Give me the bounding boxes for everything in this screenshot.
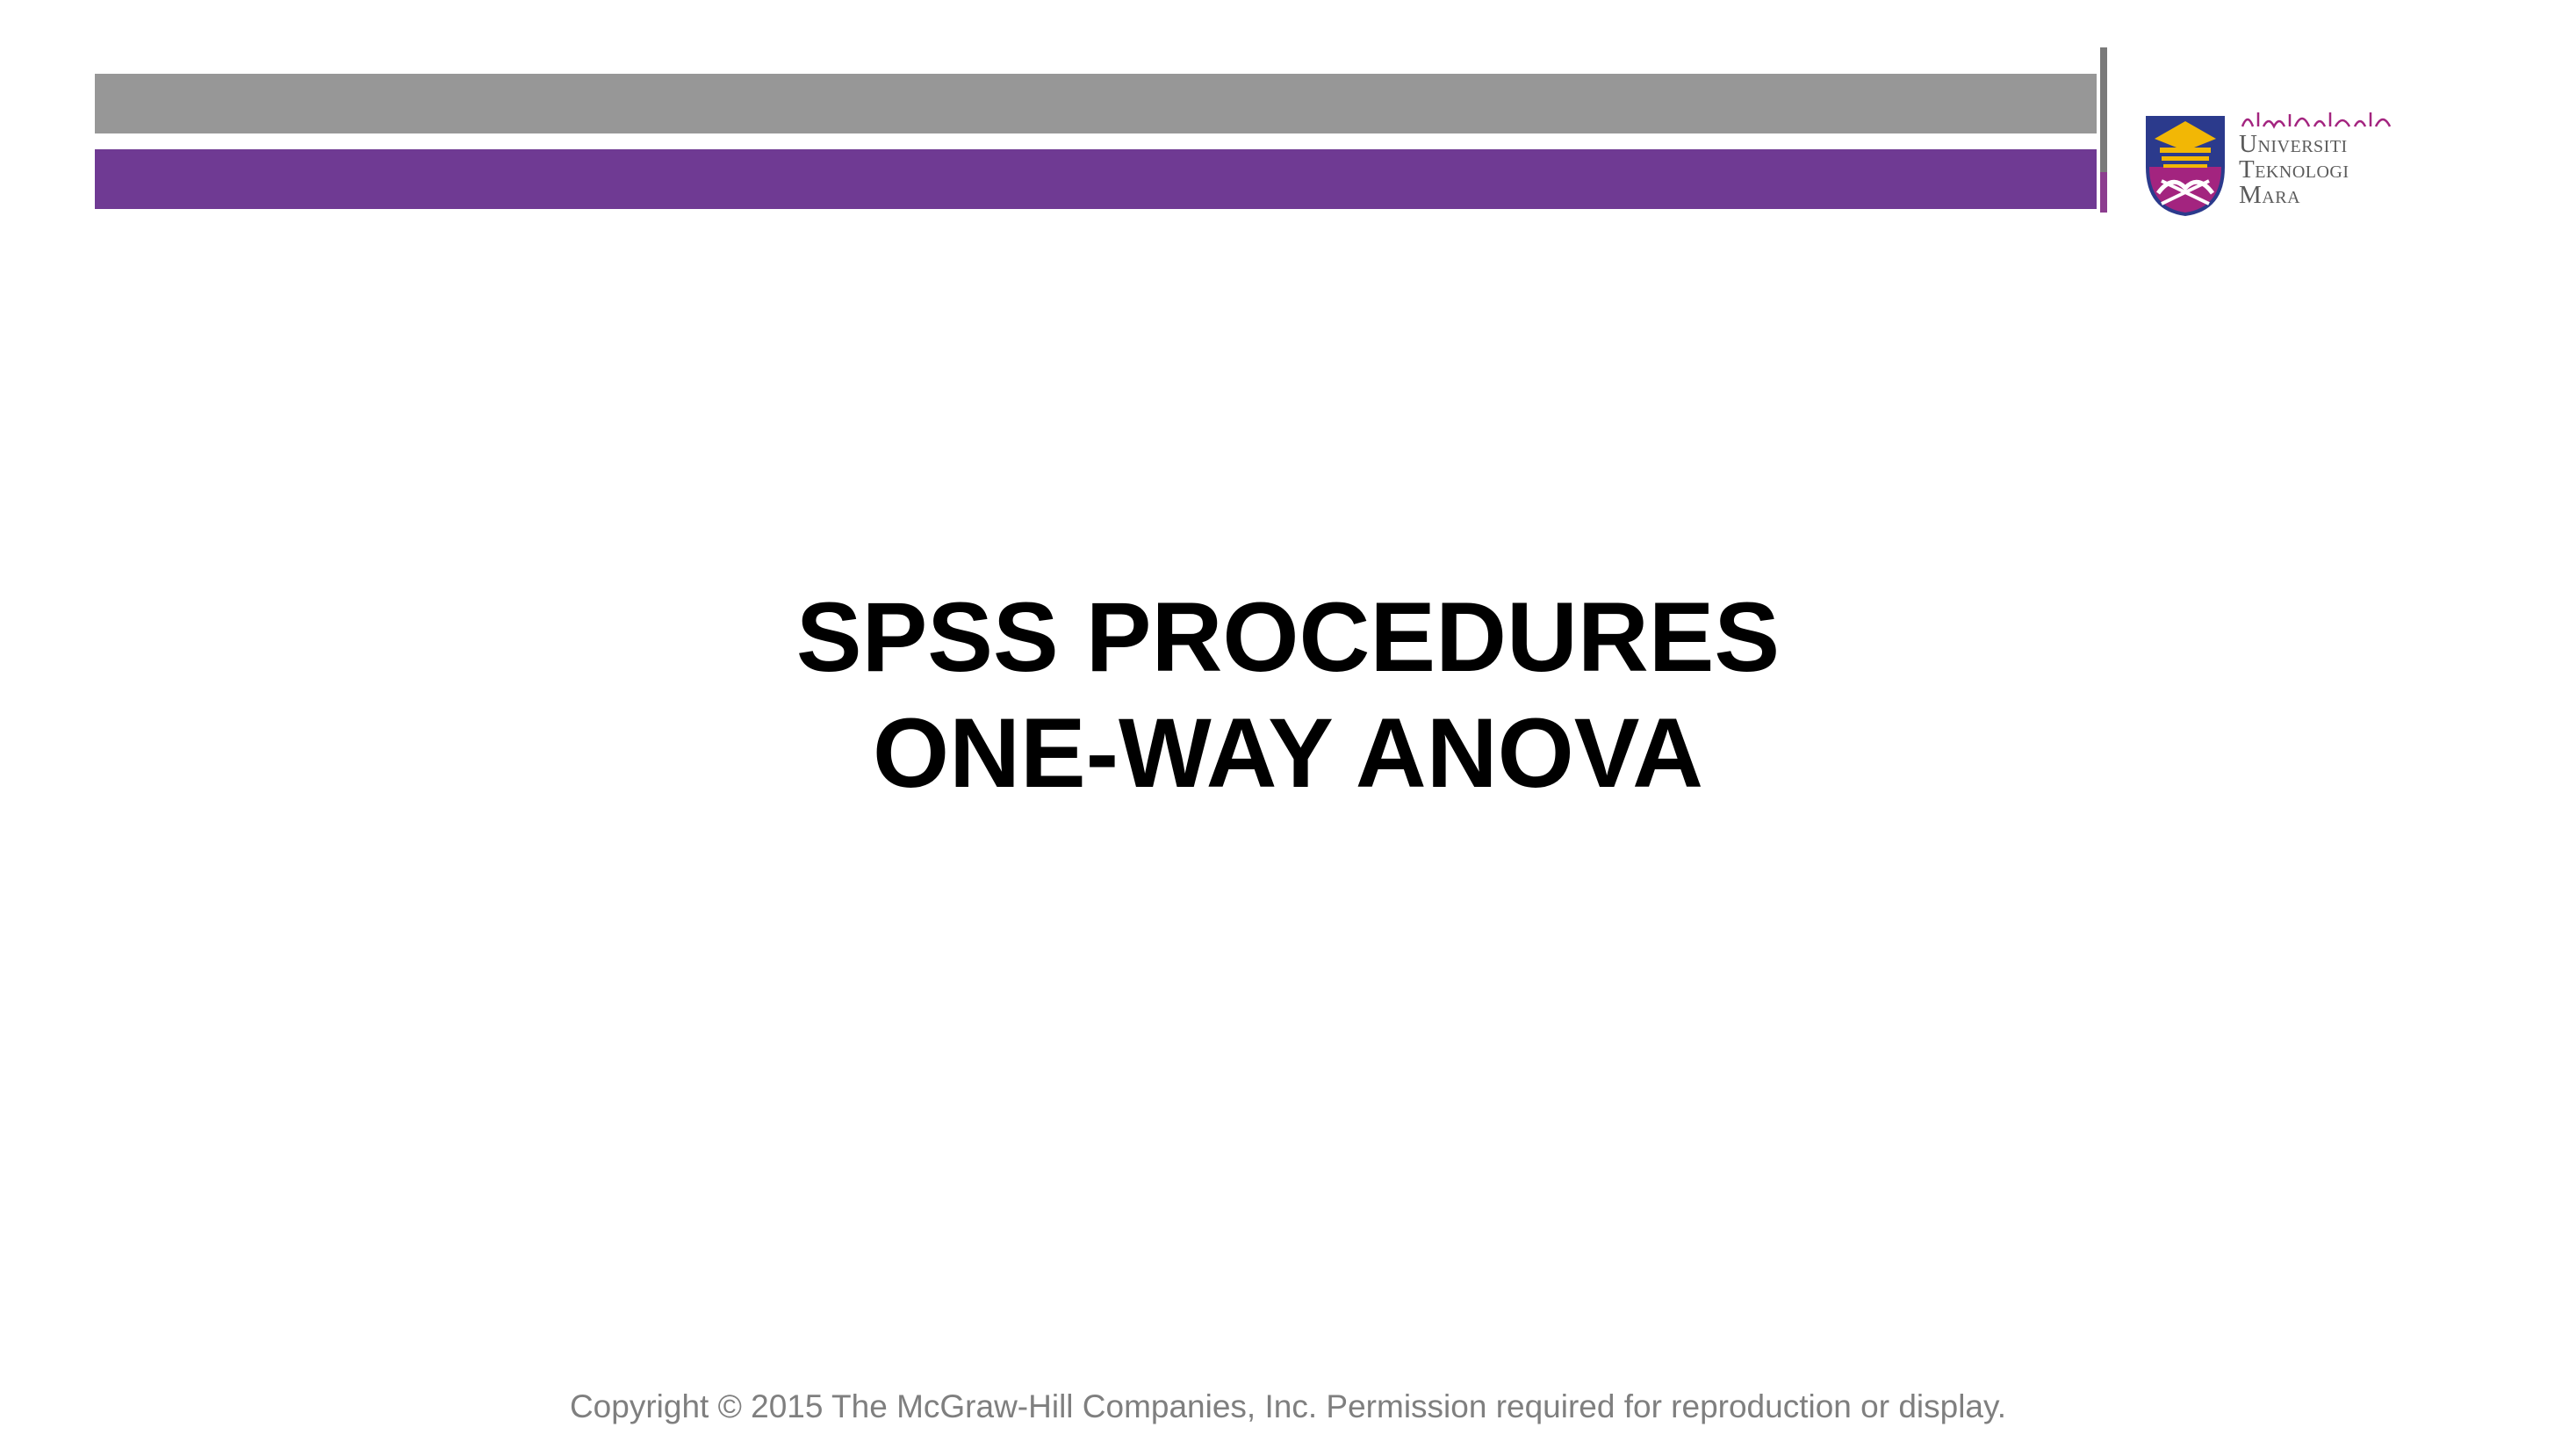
logo-line-universiti: Universiti — [2239, 130, 2348, 158]
logo-wordmark: Universiti Teknologi Mara — [2239, 132, 2349, 208]
title-line-2: ONE-WAY ANOVA — [873, 698, 1703, 808]
uitm-logo: Universiti Teknologi Mara — [2142, 105, 2406, 220]
uitm-crest-icon — [2146, 116, 2225, 216]
logo-jawi-wordmark — [2239, 107, 2397, 132]
header-purple-bar — [95, 149, 2097, 209]
logo-line-mara: Mara — [2239, 181, 2301, 209]
slide-title: SPSS PROCEDURES ONE-WAY ANOVA — [0, 580, 2576, 811]
copyright-footer: Copyright © 2015 The McGraw-Hill Compani… — [569, 1388, 2007, 1424]
title-line-1: SPSS PROCEDURES — [795, 582, 1781, 692]
header-gray-bar — [95, 74, 2097, 133]
header-divider — [2100, 47, 2107, 213]
header-divider-accent — [2100, 172, 2107, 213]
logo-line-teknologi: Teknologi — [2239, 155, 2349, 184]
